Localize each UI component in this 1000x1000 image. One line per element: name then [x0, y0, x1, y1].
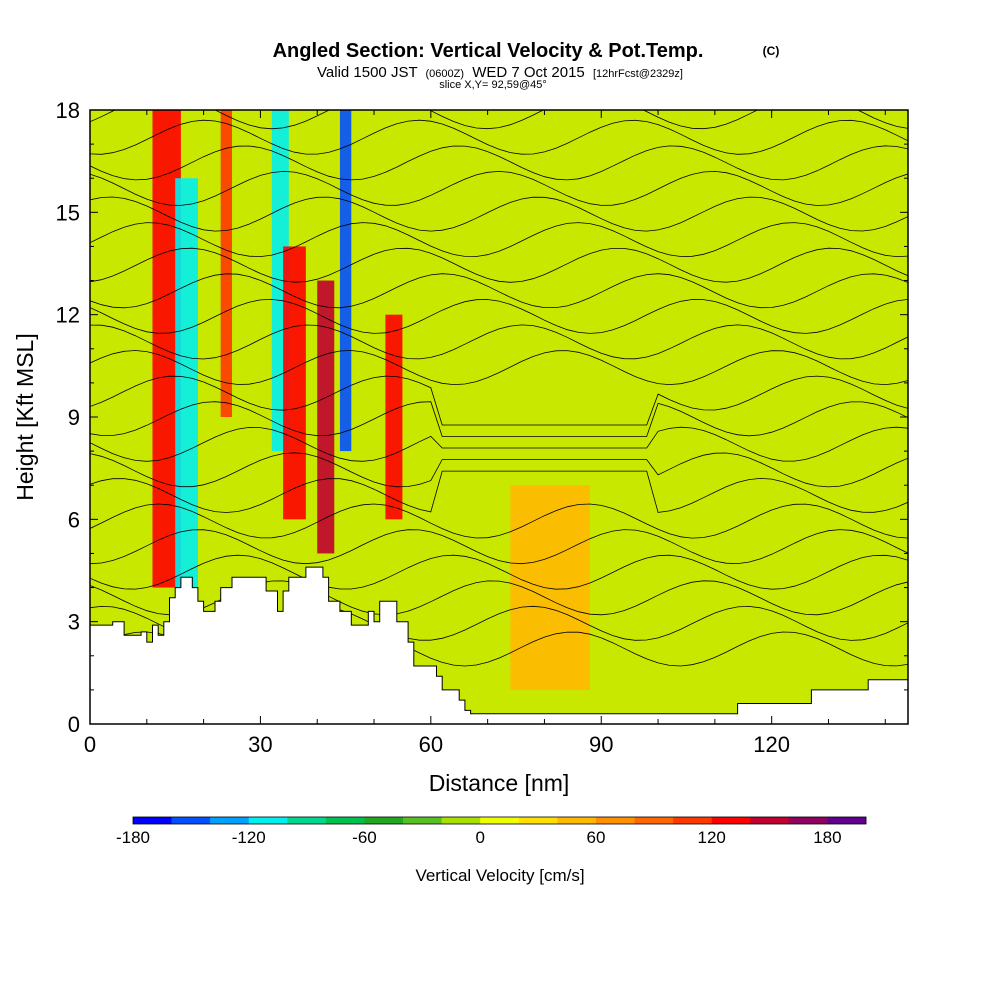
valid-prefix: Valid 1500 JST [317, 64, 417, 81]
theta-contour-17 [90, 196, 908, 232]
colorbar-label: Vertical Velocity [cm/s] [415, 866, 584, 885]
x-tick-label: 0 [84, 732, 96, 757]
colorbar-tick-label: 120 [697, 828, 725, 847]
velocity-cell-4 [283, 246, 306, 520]
valid-utc: (0600Z) [426, 68, 465, 80]
slice-label: slice X,Y= 92,59@45° [439, 79, 547, 91]
colorbar-tick-label: 180 [813, 828, 841, 847]
velocity-cell-2 [220, 110, 233, 417]
colorbar-tick-label: -120 [232, 828, 266, 847]
vertical-velocity-field [152, 110, 590, 690]
colorbar-swatch [711, 817, 751, 824]
theta-contour-13 [90, 298, 908, 334]
velocity-cell-1 [175, 178, 198, 588]
valid-date: WED 7 Oct 2015 [472, 64, 585, 81]
theta-contour-20 [90, 119, 908, 155]
y-axis-label: Height [Kft MSL] [12, 333, 38, 500]
colorbar-swatch [171, 817, 211, 824]
x-tick-label: 30 [248, 732, 272, 757]
x-tick-label: 120 [753, 732, 790, 757]
terrain-mask [89, 566, 909, 725]
x-axis: 0 30 60 90 120 [84, 110, 886, 757]
forecast-label: [12hrFcst@2329z] [593, 68, 683, 80]
colorbar-swatch [827, 817, 867, 824]
velocity-cell-8 [510, 485, 590, 690]
y-tick-label: 0 [68, 712, 80, 737]
theta-contour-19 [90, 145, 908, 181]
colorbar-swatch [518, 817, 558, 824]
y-tick-label: 3 [68, 610, 80, 635]
colorbar-swatch [441, 817, 481, 824]
theta-contour-4 [90, 529, 908, 565]
theta-contour-8 [90, 426, 908, 462]
colorbar-swatch [133, 817, 172, 824]
theta-contour-11 [90, 350, 908, 386]
colorbar-tick-label: -180 [116, 828, 150, 847]
velocity-cell-7 [385, 314, 403, 520]
colorbar-swatch [480, 817, 520, 824]
velocity-cell-5 [317, 280, 335, 554]
chart-title-unit: (C) [763, 44, 780, 58]
x-tick-label: 60 [419, 732, 443, 757]
theta-contour-6 [90, 470, 908, 513]
theta-contour-15 [90, 247, 908, 283]
colorbar-swatch [673, 817, 712, 824]
theta-contour-5 [90, 503, 908, 539]
colorbar-tick-label: 60 [586, 828, 605, 847]
colorbar-swatch [210, 817, 250, 824]
colorbar-tick-label: -60 [352, 828, 377, 847]
colorbar-swatch [788, 817, 828, 824]
colorbar-swatch [364, 817, 404, 824]
theta-contour-14 [90, 273, 908, 309]
potential-temperature-contours [90, 110, 908, 667]
colorbar-frame [132, 816, 867, 825]
theta-contour-10 [90, 375, 908, 426]
theta-contour-21 [90, 110, 908, 130]
y-axis: 0 3 6 9 12 15 18 [56, 98, 908, 737]
colorbar-swatch [325, 817, 365, 824]
colorbar-tick-label: 0 [475, 828, 484, 847]
theta-contour-9 [90, 401, 908, 437]
velocity-cell-6 [339, 110, 352, 452]
y-tick-label: 12 [56, 303, 80, 328]
valid-time-line: Valid 1500 JST (0600Z) WED 7 Oct 2015 [1… [317, 64, 683, 81]
x-tick-label: 90 [589, 732, 613, 757]
theta-contour-12 [90, 324, 908, 360]
y-tick-label: 9 [68, 405, 80, 430]
chart-title: Angled Section: Vertical Velocity & Pot.… [273, 40, 704, 62]
colorbar-swatch [595, 817, 635, 824]
y-tick-label: 18 [56, 98, 80, 123]
colorbar-swatch [557, 817, 597, 824]
colorbar-swatch [248, 817, 288, 824]
theta-contour-16 [90, 222, 908, 258]
y-tick-label: 15 [56, 200, 80, 225]
colorbar-swatch [287, 817, 327, 824]
colorbar: -180 -120 -60 0 60 120 180 [116, 816, 867, 847]
x-axis-label: Distance [nm] [429, 770, 570, 796]
y-tick-label: 6 [68, 507, 80, 532]
theta-contour-3 [90, 554, 908, 590]
theta-contour-18 [90, 170, 908, 206]
colorbar-swatch [750, 817, 790, 824]
colorbar-swatch [403, 817, 442, 824]
theta-contour-7 [90, 452, 908, 488]
colorbar-swatch [634, 817, 674, 824]
